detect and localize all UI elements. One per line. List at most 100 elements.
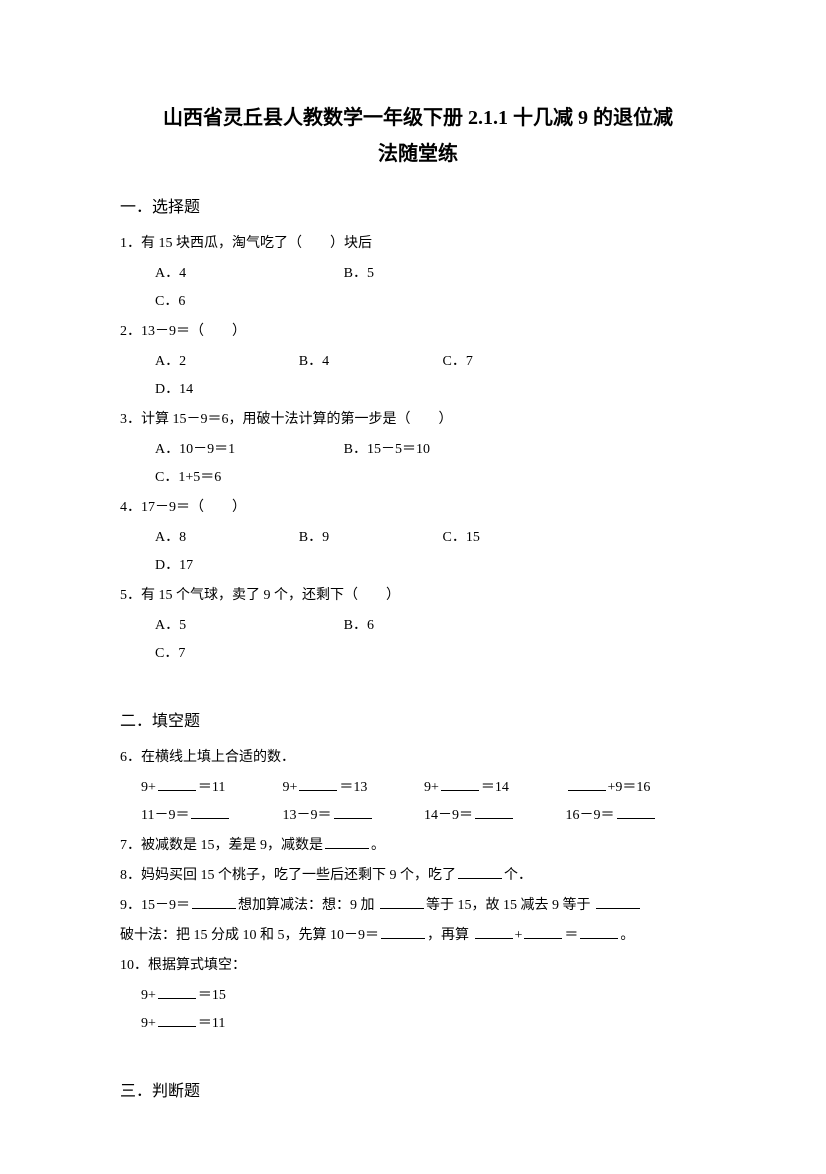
blank (524, 924, 562, 939)
q2-opt-b: B．4 (299, 348, 439, 376)
q6-r2a: 11－9＝ (141, 802, 279, 830)
q1-stem: 1．有 15 块西瓜，淘气吃了（ ）块后 (120, 230, 716, 258)
q6-row2: 11－9＝ 13－9＝ 14－9＝ 16－9＝ (120, 802, 716, 830)
q4-options: A．8 B．9 C．15 D．17 (120, 524, 716, 580)
q10-r1: 9+ ＝15 (120, 982, 716, 1010)
page-title: 山西省灵丘县人教数学一年级下册 2.1.1 十几减 9 的退位减 法随堂练 (120, 100, 716, 172)
blank (191, 804, 229, 819)
q7: 7．被减数是 15，差是 9，减数是 。 (120, 832, 716, 860)
blank (475, 924, 513, 939)
q3-stem: 3．计算 15－9＝6，用破十法计算的第一步是（ ） (120, 406, 716, 434)
blank (596, 894, 640, 909)
title-line-1: 山西省灵丘县人教数学一年级下册 2.1.1 十几减 9 的退位减 (120, 100, 716, 136)
q5-stem: 5．有 15 个气球，卖了 9 个，还剩下（ ） (120, 582, 716, 610)
q6-r1b-post: ＝13 (339, 780, 367, 795)
q9-a-mid1: 想加算减法：想：9 加 (238, 898, 378, 913)
q4-stem: 4．17－9＝（ ） (120, 494, 716, 522)
section-1-heading: 一．选择题 (120, 192, 716, 224)
blank (568, 776, 606, 791)
q9-line2: 破十法：把 15 分成 10 和 5，先算 10－9＝ ，再算 + ＝ 。 (120, 922, 716, 950)
q9-b-plus: + (515, 928, 523, 943)
q6-r1a-pre: 9+ (141, 780, 156, 795)
q4-opt-d: D．17 (155, 552, 295, 580)
q6-r2b: 13－9＝ (283, 802, 421, 830)
q8-pre: 8．妈妈买回 15 个桃子，吃了一些后还剩下 9 个，吃了 (120, 868, 456, 883)
q2-options: A．2 B．4 C．7 D．14 (120, 348, 716, 404)
blank (158, 984, 196, 999)
q1-opt-c: C．6 (155, 288, 340, 316)
q8-post: 个． (504, 868, 532, 883)
q3-opt-c: C．1+5＝6 (155, 464, 340, 492)
q6-r1c-pre: 9+ (424, 780, 439, 795)
q9-b-pre: 破十法：把 15 分成 10 和 5，先算 10－9＝ (120, 928, 379, 943)
q5-opt-b: B．6 (344, 612, 529, 640)
blank (458, 864, 502, 879)
q6-r1b-pre: 9+ (283, 780, 298, 795)
q8: 8．妈妈买回 15 个桃子，吃了一些后还剩下 9 个，吃了 个． (120, 862, 716, 890)
q6-r1b: 9+ ＝13 (283, 774, 421, 802)
q10-r2-pre: 9+ (141, 1016, 156, 1031)
q2-opt-d: D．14 (155, 376, 295, 404)
blank (380, 894, 424, 909)
q1-options: A．4 B．5 C．6 (120, 260, 716, 316)
q9-a-pre: 9．15－9＝ (120, 898, 190, 913)
q9-a-mid2: 等于 15，故 15 减去 9 等于 (426, 898, 594, 913)
q6-r2d: 16－9＝ (566, 802, 704, 830)
q6-r2b-pre: 13－9＝ (283, 808, 332, 823)
spacer (120, 1038, 716, 1058)
q10-r1-pre: 9+ (141, 988, 156, 1003)
q5-options: A．5 B．6 C．7 (120, 612, 716, 668)
blank (299, 776, 337, 791)
blank (381, 924, 425, 939)
q2-stem: 2．13－9＝（ ） (120, 318, 716, 346)
q6-r1a: 9+ ＝11 (141, 774, 279, 802)
q4-opt-c: C．15 (443, 524, 583, 552)
blank (475, 804, 513, 819)
q2-opt-c: C．7 (443, 348, 583, 376)
q6-r1d: +9＝16 (566, 774, 704, 802)
q6-r1d-post: +9＝16 (608, 780, 651, 795)
q9-b-mid: ，再算 (427, 928, 473, 943)
blank (325, 834, 369, 849)
blank (158, 776, 196, 791)
q10-r1-post: ＝15 (198, 988, 226, 1003)
q9-b-end: 。 (620, 928, 634, 943)
q9-b-eq: ＝ (564, 928, 578, 943)
q4-opt-b: B．9 (299, 524, 439, 552)
q6-r2c: 14－9＝ (424, 802, 562, 830)
q1-opt-b: B．5 (344, 260, 529, 288)
q5-opt-a: A．5 (155, 612, 340, 640)
spacer (120, 668, 716, 688)
blank (334, 804, 372, 819)
q6-r1a-post: ＝11 (198, 780, 225, 795)
q6-r2c-pre: 14－9＝ (424, 808, 473, 823)
blank (580, 924, 618, 939)
q3-opt-b: B．15－5＝10 (344, 436, 529, 464)
q7-post: 。 (371, 838, 385, 853)
q6-r1c-post: ＝14 (481, 780, 509, 795)
q9-line1: 9．15－9＝ 想加算减法：想：9 加 等于 15，故 15 减去 9 等于 (120, 892, 716, 920)
q4-opt-a: A．8 (155, 524, 295, 552)
q10-r2-post: ＝11 (198, 1016, 225, 1031)
q1-opt-a: A．4 (155, 260, 340, 288)
title-line-2: 法随堂练 (120, 136, 716, 172)
q3-opt-a: A．10－9＝1 (155, 436, 340, 464)
section-3-heading: 三．判断题 (120, 1076, 716, 1108)
q2-opt-a: A．2 (155, 348, 295, 376)
q6-row1: 9+ ＝11 9+ ＝13 9+ ＝14 +9＝16 (120, 774, 716, 802)
blank (441, 776, 479, 791)
worksheet-page: 山西省灵丘县人教数学一年级下册 2.1.1 十几减 9 的退位减 法随堂练 一．… (0, 0, 826, 1174)
blank (158, 1012, 196, 1027)
q3-options: A．10－9＝1 B．15－5＝10 C．1+5＝6 (120, 436, 716, 492)
q6-stem: 6．在横线上填上合适的数． (120, 744, 716, 772)
q6-r2a-pre: 11－9＝ (141, 808, 189, 823)
q5-opt-c: C．7 (155, 640, 340, 668)
q6-r1c: 9+ ＝14 (424, 774, 562, 802)
q10-r2: 9+ ＝11 (120, 1010, 716, 1038)
q6-r2d-pre: 16－9＝ (566, 808, 615, 823)
blank (192, 894, 236, 909)
q7-pre: 7．被减数是 15，差是 9，减数是 (120, 838, 323, 853)
section-2-heading: 二．填空题 (120, 706, 716, 738)
q10-stem: 10．根据算式填空： (120, 952, 716, 980)
blank (617, 804, 655, 819)
